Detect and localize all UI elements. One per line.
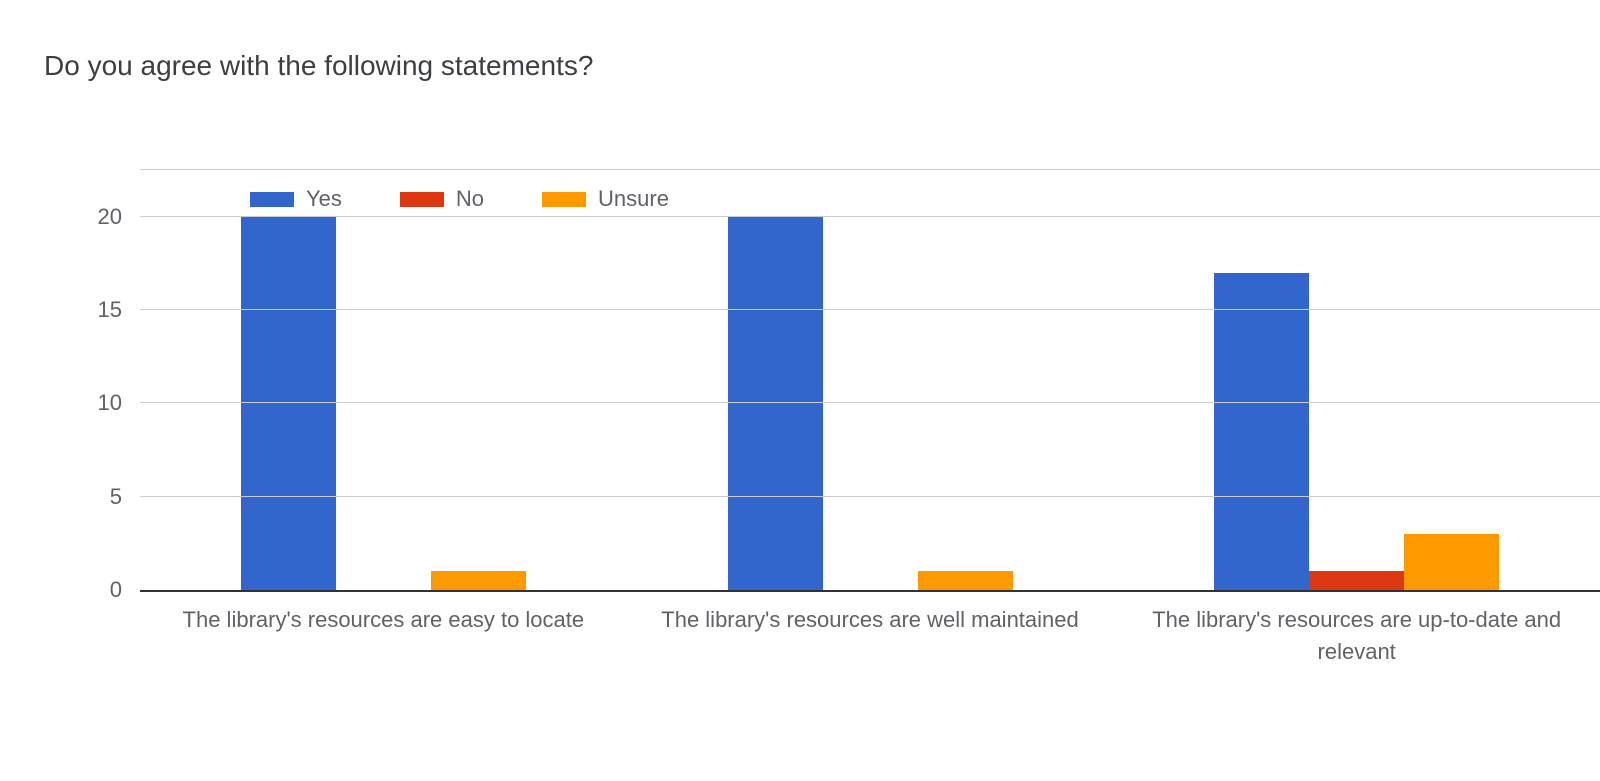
y-tick-label: 0 bbox=[110, 577, 140, 603]
legend-item-unsure: Unsure bbox=[542, 186, 669, 212]
legend-item-yes: Yes bbox=[250, 186, 342, 212]
bar bbox=[431, 571, 526, 590]
bar-group bbox=[1113, 172, 1600, 590]
legend-label-no: No bbox=[456, 186, 484, 212]
chart-area: Yes No Unsure 0 5 10 15 20 The library's res… bbox=[40, 172, 1560, 732]
bar bbox=[1404, 534, 1499, 590]
x-tick-label: The library's resources are up-to-date a… bbox=[1113, 604, 1600, 668]
legend-label-unsure: Unsure bbox=[598, 186, 669, 212]
legend-item-no: No bbox=[400, 186, 484, 212]
bar bbox=[1309, 571, 1404, 590]
grid-line bbox=[140, 309, 1600, 310]
bar-group bbox=[140, 172, 627, 590]
x-axis-labels: The library's resources are easy to loca… bbox=[140, 604, 1600, 668]
bar bbox=[918, 571, 1013, 590]
legend-swatch-yes bbox=[250, 192, 294, 207]
legend: Yes No Unsure bbox=[250, 186, 669, 212]
x-tick-label: The library's resources are easy to loca… bbox=[140, 604, 627, 668]
chart-title: Do you agree with the following statemen… bbox=[44, 50, 1560, 82]
y-tick-label: 20 bbox=[98, 204, 140, 230]
bar-group bbox=[627, 172, 1114, 590]
y-tick-label: 15 bbox=[98, 297, 140, 323]
legend-label-yes: Yes bbox=[306, 186, 342, 212]
grid-line bbox=[140, 402, 1600, 403]
y-tick-label: 5 bbox=[110, 484, 140, 510]
x-tick-label: The library's resources are well maintai… bbox=[627, 604, 1114, 668]
grid-line bbox=[140, 169, 1600, 170]
chart-container: Do you agree with the following statemen… bbox=[0, 0, 1600, 781]
bar bbox=[1214, 273, 1309, 590]
legend-swatch-no bbox=[400, 192, 444, 207]
plot-area: Yes No Unsure 05101520 bbox=[140, 172, 1600, 592]
grid-line bbox=[140, 496, 1600, 497]
y-tick-label: 10 bbox=[98, 390, 140, 416]
bars-layer bbox=[140, 172, 1600, 590]
grid-line bbox=[140, 216, 1600, 217]
legend-swatch-unsure bbox=[542, 192, 586, 207]
